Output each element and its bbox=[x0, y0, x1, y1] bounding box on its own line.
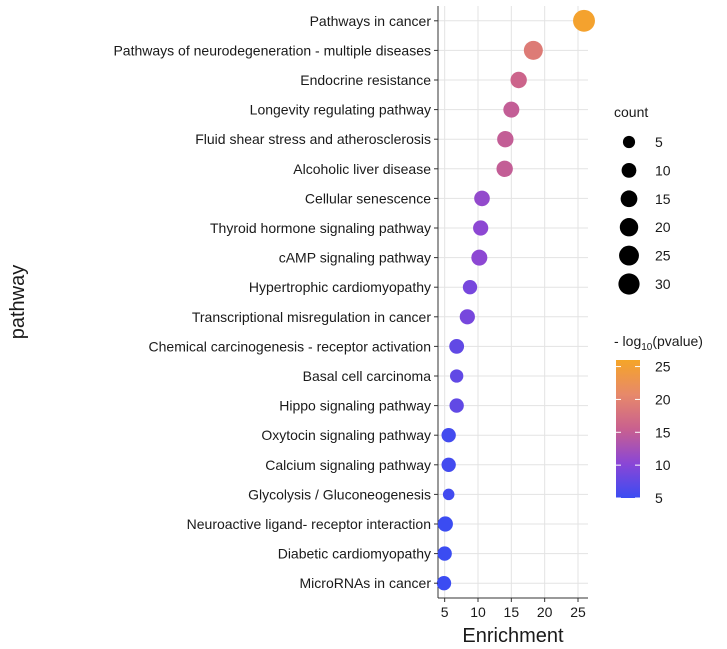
size-legend-dot bbox=[622, 135, 636, 149]
color-legend-label: 20 bbox=[655, 391, 671, 407]
size-legend-label: 15 bbox=[655, 191, 671, 207]
color-legend-ticks: 5 10 15 20 25 bbox=[616, 359, 671, 506]
data-point bbox=[437, 546, 452, 561]
y-tick-label: Fluid shear stress and atherosclerosis bbox=[195, 131, 431, 147]
data-point bbox=[573, 9, 595, 32]
x-tick-label: 20 bbox=[537, 604, 553, 620]
data-point bbox=[496, 160, 513, 177]
y-tick-labels: Pathways in cancer Pathways of neurodegen… bbox=[113, 13, 438, 591]
data-point bbox=[437, 516, 453, 532]
x-tick-label: 10 bbox=[470, 604, 486, 620]
size-legend-label: 20 bbox=[655, 219, 671, 235]
y-tick-label: Diabetic cardiomyopathy bbox=[278, 546, 431, 562]
data-points bbox=[436, 9, 595, 591]
size-legend-label: 5 bbox=[655, 134, 663, 150]
x-tick-label: 25 bbox=[570, 604, 586, 620]
y-tick-label: Pathways in cancer bbox=[310, 13, 432, 29]
data-point bbox=[449, 369, 464, 383]
y-tick-label: Neuroactive ligand- receptor interaction bbox=[187, 516, 431, 532]
y-tick-label: Longevity regulating pathway bbox=[250, 102, 431, 118]
x-tick-label: 5 bbox=[441, 604, 449, 620]
data-point bbox=[471, 249, 488, 266]
y-tick-label: MicroRNAs in cancer bbox=[300, 575, 432, 591]
y-tick-label: Basal cell carcinoma bbox=[303, 368, 432, 384]
data-point bbox=[441, 428, 456, 443]
grid-lines bbox=[438, 6, 588, 598]
y-tick-label: Thyroid hormone signaling pathway bbox=[210, 220, 431, 236]
y-tick-label: Hippo signaling pathway bbox=[279, 398, 431, 414]
size-legend-items: 5 10 15 20 25 30 bbox=[618, 134, 671, 295]
data-point bbox=[449, 339, 465, 354]
data-point bbox=[510, 71, 527, 89]
data-point bbox=[441, 457, 456, 472]
y-tick-label: Chemical carcinogenesis - receptor activ… bbox=[149, 338, 431, 354]
data-point bbox=[474, 190, 490, 207]
color-legend-label: 15 bbox=[655, 424, 671, 440]
color-legend-label: 5 bbox=[655, 490, 663, 506]
data-point bbox=[462, 280, 478, 295]
size-legend-title: count bbox=[614, 104, 648, 120]
size-legend-label: 30 bbox=[655, 276, 671, 292]
size-legend-label: 10 bbox=[655, 162, 671, 178]
y-tick-label: Transcriptional misregulation in cancer bbox=[192, 309, 431, 325]
x-axis-title: Enrichment bbox=[462, 625, 564, 647]
data-point bbox=[442, 488, 455, 501]
data-point bbox=[473, 220, 489, 236]
y-tick-label: Endocrine resistance bbox=[300, 72, 431, 88]
data-point bbox=[436, 576, 452, 591]
size-legend-label: 25 bbox=[655, 248, 671, 264]
y-tick-label: Hypertrophic cardiomyopathy bbox=[249, 279, 431, 295]
plot-background bbox=[438, 6, 588, 598]
y-axis-title: pathway bbox=[7, 265, 29, 340]
data-point bbox=[497, 131, 514, 148]
size-legend: count 5 10 15 20 25 30 bbox=[614, 104, 671, 295]
color-legend-title: - log10(pvalue) bbox=[614, 333, 703, 353]
color-legend: - log10(pvalue) 5 10 15 20 25 bbox=[614, 333, 703, 506]
data-point bbox=[503, 101, 520, 118]
size-legend-dot bbox=[621, 163, 637, 178]
x-tick-label: 15 bbox=[504, 604, 520, 620]
data-point bbox=[523, 40, 543, 60]
color-legend-label: 10 bbox=[655, 457, 671, 473]
size-legend-dot bbox=[619, 217, 639, 237]
color-legend-bar bbox=[616, 360, 640, 498]
size-legend-dot bbox=[620, 190, 638, 208]
x-ticks: 5 10 15 20 25 bbox=[441, 598, 586, 620]
y-tick-label: cAMP signaling pathway bbox=[279, 250, 431, 266]
y-tick-label: Oxytocin signaling pathway bbox=[261, 427, 431, 443]
plot-panel bbox=[436, 6, 595, 599]
data-point bbox=[449, 398, 464, 413]
y-tick-label: Pathways of neurodegeneration - multiple… bbox=[113, 42, 431, 58]
y-tick-label: Cellular senescence bbox=[305, 190, 431, 206]
size-legend-dot bbox=[618, 273, 640, 295]
color-legend-label: 25 bbox=[655, 359, 671, 375]
y-tick-label: Calcium signaling pathway bbox=[265, 457, 431, 473]
y-tick-label: Glycolysis / Gluconeogenesis bbox=[248, 486, 431, 502]
y-tick-label: Alcoholic liver disease bbox=[293, 161, 431, 177]
size-legend-dot bbox=[619, 245, 639, 266]
data-point bbox=[459, 309, 475, 325]
